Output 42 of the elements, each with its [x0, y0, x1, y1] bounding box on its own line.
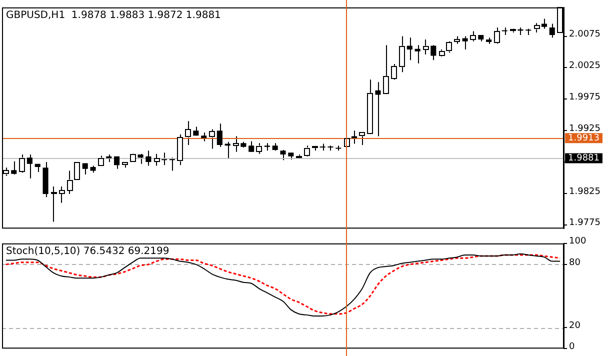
y-tick-label: 1.9975 — [569, 92, 600, 102]
y-tick-label: 2.0075 — [569, 30, 600, 40]
candlestick — [367, 79, 373, 135]
candlestick — [114, 156, 120, 170]
candlestick — [19, 154, 25, 174]
y-tick-label: 0 — [569, 342, 575, 352]
candlestick — [406, 37, 412, 61]
y-tick-label: 20 — [569, 320, 581, 331]
y-tick-label: 100 — [569, 236, 586, 247]
candlestick — [383, 44, 389, 95]
candlestick — [146, 150, 152, 166]
candlestick — [375, 82, 381, 137]
candlestick — [138, 153, 144, 164]
candlestick — [177, 134, 183, 166]
chart-title: GBPUSD,H1 1.9878 1.9883 1.9872 1.9881 — [6, 10, 221, 21]
candlestick — [26, 154, 32, 179]
candlestick — [82, 162, 88, 176]
ref-line-label: 1.9881 — [568, 154, 600, 164]
candlestick — [169, 157, 175, 172]
y-tick-label: 1.9925 — [569, 124, 600, 134]
candlestick — [414, 44, 420, 64]
candlestick — [248, 140, 254, 152]
candlestick — [470, 30, 476, 42]
candlestick — [359, 132, 365, 146]
candlestick — [185, 120, 191, 146]
chart-title: Stoch(10,5,10) 76.5432 69.2199 — [6, 246, 170, 257]
y-tick-label: 1.9825 — [569, 186, 600, 197]
candlestick — [208, 128, 215, 150]
candlestick — [74, 162, 80, 180]
ref-line-label: 1.9913 — [568, 133, 600, 144]
candlestick — [98, 155, 104, 166]
candlestick — [280, 150, 286, 161]
y-tick-label: 80 — [569, 258, 581, 268]
candlestick — [549, 23, 555, 38]
candlestick — [216, 123, 222, 148]
candlestick — [304, 145, 310, 157]
candlestick — [351, 130, 358, 144]
candlestick — [11, 160, 17, 176]
y-tick-label: 2.0025 — [569, 61, 600, 72]
y-tick-label: 1.9775 — [569, 218, 600, 228]
candlestick — [256, 142, 262, 154]
candlestick — [462, 36, 468, 50]
